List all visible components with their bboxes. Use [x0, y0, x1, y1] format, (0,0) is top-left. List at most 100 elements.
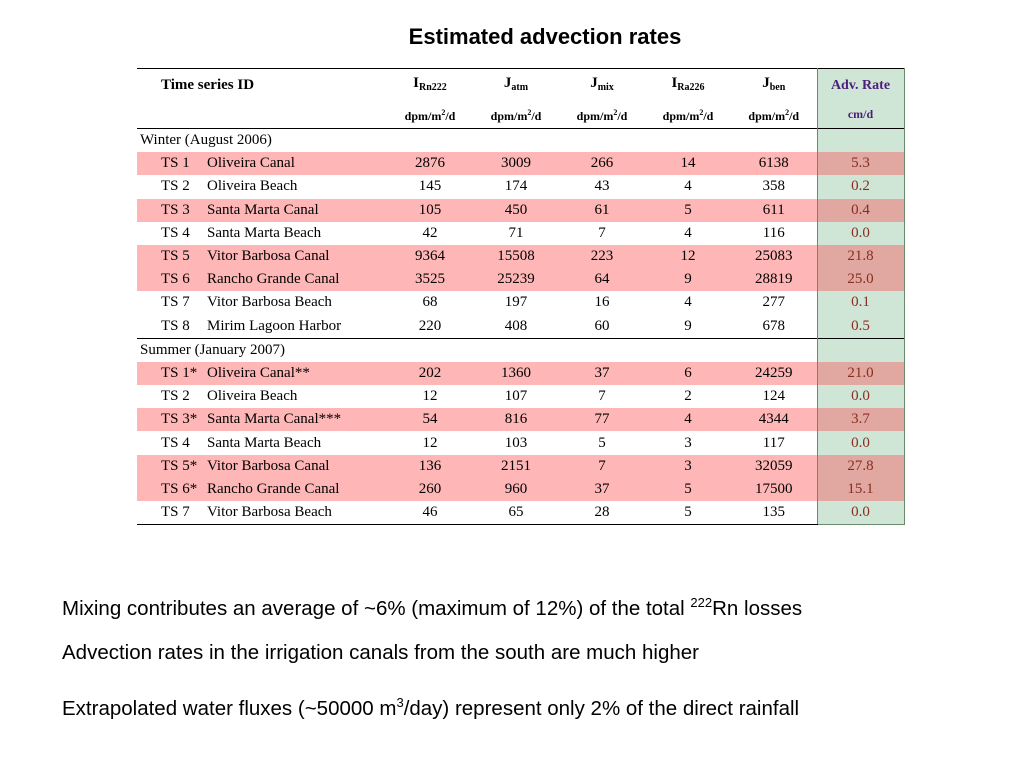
cell-adv-rate: 27.8	[816, 454, 905, 478]
cell-j-ben: 28819	[731, 268, 817, 292]
cell-i-rn222: 46	[387, 501, 473, 526]
series-name: Mirim Lagoon Harbor	[207, 317, 342, 334]
cell-i-ra226: 3	[645, 454, 731, 478]
series-name: Oliveira Beach	[207, 178, 298, 195]
series-code: TS 7	[161, 294, 190, 311]
time-series-id-cell: TS 6* Rancho Grande Canal	[137, 477, 387, 501]
cell-j-ben: 6138	[731, 152, 817, 176]
cell-j-atm: 71	[508, 224, 524, 241]
slide-title: Estimated advection rates	[408, 24, 682, 49]
col-header-time-series-id: Time series ID	[161, 76, 255, 93]
table-row: TS 6* Rancho Grande Canal 260 960 37 5 17500 15…	[137, 477, 905, 501]
time-series-id-cell: TS 2 Oliveira Beach	[137, 385, 387, 408]
cell-i-ra226: 14	[645, 152, 731, 176]
cell-j-atm: 103	[504, 434, 528, 451]
findings-list: Mixing contributes an average of ~6% (ma…	[62, 588, 1012, 738]
series-code: TS 4	[161, 434, 190, 451]
time-series-id-cell: TS 6 Rancho Grande Canal	[137, 268, 387, 292]
time-series-id-cell: TS 3* Santa Marta Canal***	[137, 408, 387, 432]
cell-j-atm: 408	[504, 317, 528, 334]
section-adv-cell	[816, 128, 905, 153]
cell-i-rn222: 68	[422, 294, 438, 311]
unit-i-ra226: dpm/m2/d	[662, 108, 714, 123]
table-row: TS 7 Vitor Barbosa Beach 68 197 16 4 277 0.1	[137, 291, 905, 315]
cell-j-mix: 37	[559, 361, 645, 386]
series-code: TS 7	[161, 504, 190, 521]
cell-adv-rate: 0.0	[816, 221, 905, 245]
cell-j-mix: 16	[594, 294, 610, 311]
series-code: TS 1*	[161, 364, 198, 381]
time-series-id-cell: TS 7 Vitor Barbosa Beach	[137, 501, 387, 526]
cell-j-ben: 117	[762, 434, 785, 451]
series-name: Oliveira Canal**	[207, 364, 310, 381]
cell-j-atm: 1360	[473, 361, 559, 386]
cell-adv-rate: 5.3	[816, 152, 905, 176]
cell-i-rn222: 105	[387, 198, 473, 222]
cell-j-mix: 7	[598, 224, 606, 241]
cell-j-mix: 64	[559, 268, 645, 292]
cell-i-ra226: 6	[645, 361, 731, 386]
advection-table-wrapper: Time series ID IRn222 Jatm Jmix IRa226 J…	[137, 68, 905, 526]
cell-j-ben: 611	[731, 198, 817, 222]
cell-i-ra226: 4	[684, 178, 692, 195]
cell-j-ben: 17500	[731, 477, 817, 501]
cell-j-atm: 197	[504, 294, 528, 311]
unit-j-ben: dpm/m2/d	[748, 108, 800, 123]
table-row: TS 3 Santa Marta Canal 105 450 61 5 611 0.4	[137, 198, 905, 222]
table-row: TS 1 Oliveira Canal 2876 3009 266 14 6138 5.3	[137, 152, 905, 176]
cell-j-atm: 174	[504, 178, 528, 195]
header-row-units: dpm/m2/d dpm/m2/d dpm/m2/d dpm/m2/d dpm/…	[137, 101, 905, 129]
cell-j-mix: 7	[559, 454, 645, 478]
cell-i-rn222: 42	[422, 224, 438, 241]
cell-j-ben: 277	[762, 294, 786, 311]
cell-i-ra226: 9	[645, 268, 731, 292]
series-code: TS 8	[161, 317, 190, 334]
series-name: Rancho Grande Canal	[207, 271, 340, 288]
series-name: Vitor Barbosa Canal	[207, 457, 330, 474]
series-name: Santa Marta Canal	[207, 201, 319, 218]
series-code: TS 6*	[161, 480, 198, 497]
table-row: TS 5 Vitor Barbosa Canal 9364 15508 223 12 250…	[137, 244, 905, 269]
cell-i-ra226: 5	[645, 501, 731, 526]
series-name: Vitor Barbosa Beach	[207, 294, 332, 311]
series-name: Rancho Grande Canal	[207, 480, 340, 497]
finding-mixing: Mixing contributes an average of ~6% (ma…	[62, 595, 803, 620]
series-code: TS 3*	[161, 411, 198, 428]
cell-j-ben: 24259	[731, 361, 817, 386]
series-code: TS 6	[161, 271, 190, 288]
unit-i-rn222: dpm/m2/d	[404, 108, 456, 123]
col-header-j-mix: Jmix	[590, 74, 614, 93]
cell-adv-rate: 0.4	[816, 198, 905, 222]
series-code: TS 5	[161, 248, 190, 265]
series-name: Santa Marta Canal***	[207, 411, 342, 428]
series-code: TS 4	[161, 224, 190, 241]
cell-adv-rate: 15.1	[816, 477, 905, 501]
unit-j-mix: dpm/m2/d	[576, 108, 628, 123]
table-row: TS 3* Santa Marta Canal*** 54 816 77 4 4344 3.7	[137, 408, 905, 432]
table-row: TS 1* Oliveira Canal** 202 1360 37 6 24259 21.0	[137, 361, 905, 386]
cell-i-rn222: 9364	[387, 244, 473, 269]
cell-adv-rate: 0.1	[816, 291, 905, 315]
cell-j-mix: 5	[598, 434, 606, 451]
advection-rates-table: Time series ID IRn222 Jatm Jmix IRa226 J…	[137, 68, 905, 526]
section-row-summer: Summer (January 2007)	[137, 337, 905, 362]
cell-i-rn222: 145	[418, 178, 442, 195]
cell-i-rn222: 54	[387, 408, 473, 432]
finding-advection: Advection rates in the irrigation canals…	[62, 641, 699, 664]
cell-j-ben: 116	[762, 224, 785, 241]
time-series-id-cell: TS 5 Vitor Barbosa Canal	[137, 244, 387, 269]
cell-i-rn222: 2876	[387, 152, 473, 176]
time-series-id-cell: TS 5* Vitor Barbosa Canal	[137, 454, 387, 478]
table-row: TS 7 Vitor Barbosa Beach 46 65 28 5 135 0.0	[137, 501, 905, 526]
cell-j-atm: 960	[473, 477, 559, 501]
cell-i-ra226: 5	[645, 477, 731, 501]
series-name: Oliveira Beach	[207, 388, 298, 405]
cell-i-ra226: 3	[684, 434, 692, 451]
cell-j-ben: 124	[762, 388, 786, 405]
cell-adv-rate: 21.8	[816, 244, 905, 269]
col-header-j-ben: Jben	[762, 74, 786, 93]
cell-i-ra226: 12	[645, 244, 731, 269]
table-row: TS 2 Oliveira Beach 12 107 7 2 124 0.0	[137, 385, 905, 409]
time-series-id-cell: TS 4 Santa Marta Beach	[137, 222, 387, 245]
cell-j-ben: 4344	[731, 408, 817, 432]
